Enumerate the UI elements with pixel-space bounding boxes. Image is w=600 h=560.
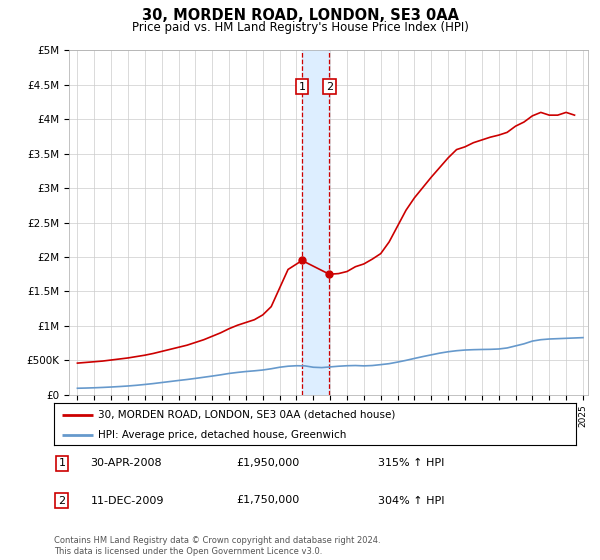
Text: 11-DEC-2009: 11-DEC-2009 bbox=[91, 496, 164, 506]
Text: 30, MORDEN ROAD, LONDON, SE3 0AA (detached house): 30, MORDEN ROAD, LONDON, SE3 0AA (detach… bbox=[98, 410, 396, 420]
Text: HPI: Average price, detached house, Greenwich: HPI: Average price, detached house, Gree… bbox=[98, 430, 347, 440]
Text: £1,950,000: £1,950,000 bbox=[236, 459, 300, 468]
Text: 315% ↑ HPI: 315% ↑ HPI bbox=[377, 459, 444, 468]
Text: 1: 1 bbox=[299, 82, 305, 92]
Bar bbox=[302, 50, 329, 395]
Text: Contains HM Land Registry data © Crown copyright and database right 2024.
This d: Contains HM Land Registry data © Crown c… bbox=[54, 536, 380, 556]
Text: Price paid vs. HM Land Registry's House Price Index (HPI): Price paid vs. HM Land Registry's House … bbox=[131, 21, 469, 34]
Text: £1,750,000: £1,750,000 bbox=[236, 496, 300, 506]
Text: 2: 2 bbox=[326, 82, 333, 92]
Text: 30-APR-2008: 30-APR-2008 bbox=[91, 459, 162, 468]
Text: 2: 2 bbox=[58, 496, 65, 506]
Text: 304% ↑ HPI: 304% ↑ HPI bbox=[377, 496, 444, 506]
Text: 1: 1 bbox=[58, 459, 65, 468]
Text: 30, MORDEN ROAD, LONDON, SE3 0AA: 30, MORDEN ROAD, LONDON, SE3 0AA bbox=[142, 8, 458, 24]
